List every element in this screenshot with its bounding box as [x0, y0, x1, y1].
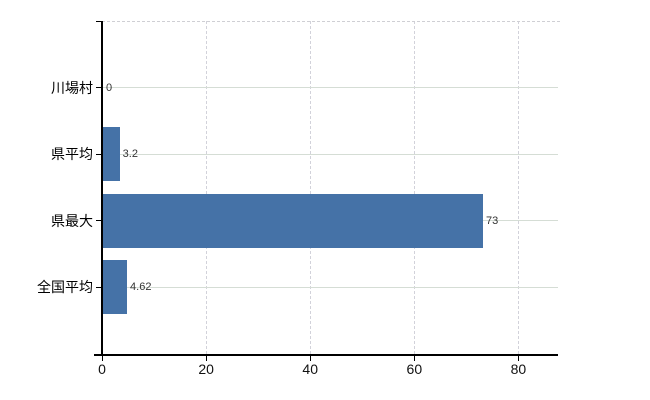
x-axis-tick — [309, 356, 311, 361]
y-axis-tick — [96, 20, 102, 22]
value-label: 73 — [486, 214, 499, 227]
gridline-vertical — [518, 21, 520, 354]
x-tick-label: 80 — [510, 361, 527, 377]
gridline-vertical — [206, 21, 208, 354]
gridline-horizontal — [102, 286, 558, 288]
x-axis-tick — [413, 356, 415, 361]
category-label: 県平均 — [51, 146, 93, 163]
gridline-vertical — [310, 21, 312, 354]
y-axis — [101, 21, 103, 356]
x-axis-tick — [205, 356, 207, 361]
x-axis — [94, 354, 558, 356]
gridline-horizontal — [102, 153, 558, 155]
y-axis-tick — [96, 87, 102, 89]
bar — [103, 127, 120, 182]
y-axis-tick — [96, 286, 102, 288]
x-tick-label: 60 — [406, 361, 423, 377]
gridline-horizontal — [102, 87, 558, 89]
value-label: 0 — [106, 81, 113, 94]
category-label: 全国平均 — [37, 279, 93, 296]
x-axis-tick — [517, 356, 519, 361]
value-label: 4.62 — [130, 281, 152, 294]
x-axis-tick — [101, 356, 103, 361]
y-axis-tick — [96, 153, 102, 155]
category-label: 県最大 — [51, 212, 93, 229]
x-tick-label: 40 — [302, 361, 318, 377]
y-axis-tick — [96, 220, 102, 222]
category-label: 川場村 — [51, 79, 93, 96]
plot-border-top — [102, 21, 560, 22]
bar — [103, 260, 128, 315]
gridline-vertical — [414, 21, 416, 354]
x-tick-label: 20 — [198, 361, 214, 377]
x-tick-label: 0 — [98, 361, 106, 377]
value-label: 3.2 — [122, 148, 138, 161]
bar — [103, 193, 483, 248]
